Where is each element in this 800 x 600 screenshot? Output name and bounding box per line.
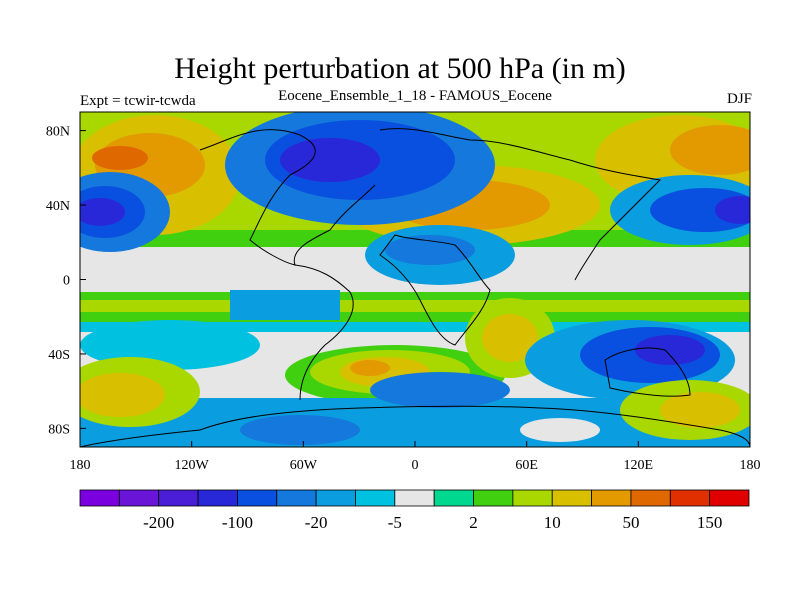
lat-tick-label: 40N — [46, 199, 70, 214]
colorbar-box — [276, 489, 317, 507]
longitude-axis: 180 120W 60W 0 60E 120E 180 — [70, 441, 761, 473]
colorbar: -200 -100 -20 -5 2 10 50 150 — [79, 489, 750, 532]
colorbar-label: 2 — [469, 513, 478, 532]
colorbar-box — [79, 489, 120, 507]
colorbar-box — [394, 489, 435, 507]
lat-tick-label: 80N — [46, 125, 70, 140]
ensemble-label: Eocene_Ensemble_1_18 - FAMOUS_Eocene — [278, 88, 552, 104]
colorbar-label: -20 — [305, 513, 328, 532]
colorbar-box — [473, 489, 514, 507]
lon-tick-label: 120W — [175, 458, 210, 473]
colorbar-box — [237, 489, 278, 507]
colorbar-label: 50 — [622, 513, 639, 532]
lon-tick-label: 180 — [70, 458, 91, 473]
colorbar-label: -200 — [143, 513, 174, 532]
colorbar-box — [118, 489, 160, 507]
lon-tick-label: 60W — [290, 458, 318, 473]
map-title: Height perturbation at 500 hPa (in m) — [174, 52, 626, 85]
colorbar-box — [158, 489, 199, 507]
lat-tick-label: 80S — [48, 422, 70, 437]
lat-tick-label: 40S — [48, 348, 70, 363]
colorbar-box — [709, 489, 750, 507]
height-field — [80, 112, 750, 447]
colorbar-box — [669, 489, 711, 507]
lon-tick-label: 180 — [740, 458, 761, 473]
coastlines — [80, 128, 750, 447]
colorbar-box — [197, 489, 238, 507]
lat-tick-label: 0 — [63, 274, 70, 289]
colorbar-box — [433, 489, 474, 507]
colorbar-label: 150 — [697, 513, 723, 532]
colorbar-label: -5 — [388, 513, 402, 532]
season-label: DJF — [726, 91, 752, 107]
lon-tick-label: 0 — [412, 458, 419, 473]
lon-tick-label: 60E — [515, 458, 538, 473]
colorbar-box — [355, 489, 396, 507]
colorbar-box — [512, 489, 553, 507]
experiment-label: Expt = tcwir-tcwda — [80, 93, 196, 109]
colorbar-label: 10 — [544, 513, 561, 532]
latitude-axis: 80N 40N 0 40S 80S — [46, 125, 86, 437]
colorbar-label: -100 — [222, 513, 253, 532]
colorbar-box — [630, 489, 671, 507]
lon-tick-label: 120E — [624, 458, 654, 473]
colorbar-box — [551, 489, 592, 507]
colorbar-box — [315, 489, 356, 507]
colorbar-box — [591, 489, 632, 507]
